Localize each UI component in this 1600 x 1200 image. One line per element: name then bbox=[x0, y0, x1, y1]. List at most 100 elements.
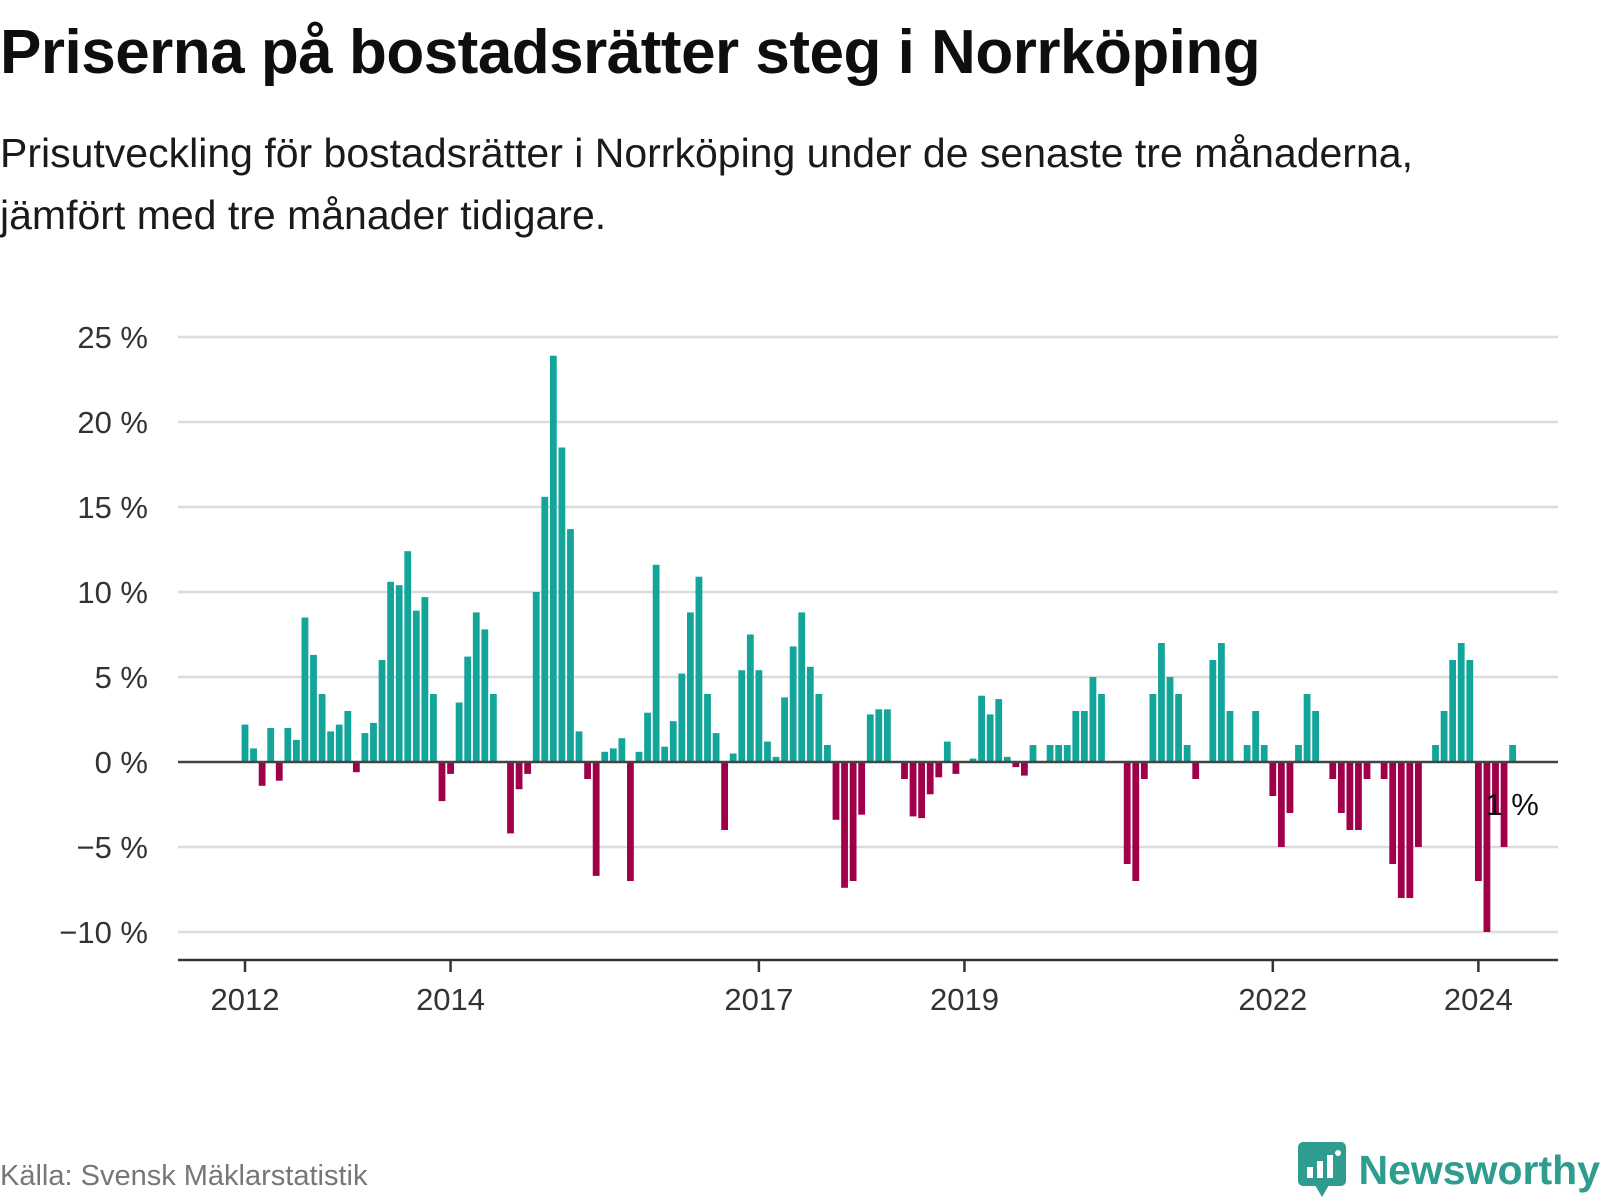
bar bbox=[926, 762, 934, 795]
bar bbox=[969, 758, 977, 762]
bar bbox=[284, 728, 292, 762]
bar bbox=[464, 656, 472, 762]
x-tick-label: 2019 bbox=[930, 982, 999, 1017]
bar bbox=[1055, 745, 1063, 762]
bar bbox=[1474, 762, 1482, 881]
bar bbox=[746, 634, 754, 762]
bar bbox=[1355, 762, 1362, 830]
bar bbox=[1277, 762, 1285, 847]
bar bbox=[1046, 745, 1054, 762]
y-tick-label: 10 % bbox=[77, 575, 148, 610]
bar bbox=[1286, 762, 1294, 813]
bar bbox=[412, 610, 420, 762]
bar bbox=[1072, 711, 1080, 762]
bar bbox=[507, 762, 514, 834]
bar bbox=[318, 694, 326, 762]
bar bbox=[1098, 694, 1105, 762]
last-value-annotation: 1 % bbox=[1485, 787, 1538, 822]
bar bbox=[1218, 643, 1225, 762]
x-tick-label: 2014 bbox=[416, 982, 485, 1017]
x-tick-label: 2012 bbox=[211, 982, 280, 1017]
bar bbox=[430, 694, 437, 762]
chart-title: Priserna på bostadsrätter steg i Norrköp… bbox=[0, 18, 1261, 87]
bar bbox=[1483, 762, 1491, 932]
bar bbox=[1063, 745, 1071, 762]
bar bbox=[644, 712, 651, 762]
bar bbox=[1132, 762, 1140, 881]
bar bbox=[292, 739, 300, 762]
bar bbox=[943, 741, 951, 762]
bar bbox=[1209, 660, 1217, 762]
gridlines bbox=[178, 335, 1558, 934]
bar bbox=[267, 728, 275, 762]
bar bbox=[1021, 762, 1028, 776]
bar bbox=[627, 762, 634, 881]
bar bbox=[935, 762, 943, 778]
bar bbox=[1492, 762, 1499, 813]
bar bbox=[1380, 762, 1388, 779]
brand-logo[interactable]: Newsworthy bbox=[1297, 1140, 1600, 1200]
bar bbox=[1432, 745, 1439, 762]
bar bbox=[866, 714, 874, 762]
bar bbox=[678, 673, 686, 762]
y-tick-label: 15 % bbox=[77, 490, 148, 525]
bar bbox=[532, 592, 540, 762]
bar bbox=[849, 762, 857, 881]
newsworthy-logo-icon bbox=[1297, 1142, 1346, 1197]
bar bbox=[952, 762, 960, 774]
bar bbox=[806, 666, 814, 762]
y-axis-ticks: 25 % 20 % 15 % 10 % 5 % 0 % −5 % −10 % bbox=[59, 320, 148, 950]
bar bbox=[1252, 711, 1260, 762]
bar bbox=[883, 709, 891, 762]
bar bbox=[1440, 711, 1448, 762]
bar bbox=[635, 751, 643, 762]
bar bbox=[395, 585, 403, 762]
x-tick-label: 2024 bbox=[1444, 982, 1513, 1017]
bar bbox=[455, 702, 463, 762]
bar bbox=[584, 762, 591, 779]
bar bbox=[575, 731, 583, 762]
bar bbox=[704, 694, 711, 762]
bar bbox=[524, 762, 532, 774]
bar bbox=[875, 709, 883, 762]
y-tick-label: 5 % bbox=[95, 660, 148, 695]
bar bbox=[1269, 762, 1277, 796]
bar bbox=[824, 745, 831, 762]
bar bbox=[1243, 745, 1251, 762]
bar bbox=[841, 762, 848, 888]
bar bbox=[601, 751, 609, 762]
bar bbox=[738, 670, 746, 762]
x-tick-label: 2017 bbox=[724, 982, 793, 1017]
bar bbox=[721, 762, 729, 830]
bar bbox=[1406, 762, 1414, 898]
bar bbox=[335, 724, 343, 762]
bar bbox=[695, 576, 703, 762]
y-tick-label: 0 % bbox=[95, 745, 148, 780]
bar bbox=[378, 660, 386, 762]
bar bbox=[978, 695, 985, 762]
bar bbox=[1363, 762, 1371, 779]
bar bbox=[515, 762, 523, 790]
y-tick-label: 25 % bbox=[77, 320, 148, 355]
bar bbox=[815, 694, 823, 762]
bar bbox=[567, 529, 574, 762]
bar bbox=[387, 581, 395, 762]
bar bbox=[1303, 694, 1311, 762]
bar bbox=[618, 738, 626, 762]
bar bbox=[1149, 694, 1157, 762]
bar bbox=[1158, 643, 1165, 762]
bar bbox=[438, 762, 446, 802]
bar bbox=[712, 733, 720, 762]
bar bbox=[275, 762, 283, 781]
brand-name: Newsworthy bbox=[1358, 1146, 1600, 1193]
bar bbox=[1312, 711, 1320, 762]
bar bbox=[344, 711, 352, 762]
bar bbox=[472, 612, 480, 762]
chart-subtitle: Prisutveckling för bostadsrätter i Norrk… bbox=[0, 130, 1413, 238]
source-note: Källa: Svensk Mäklarstatistik bbox=[0, 1160, 368, 1192]
bar bbox=[1226, 711, 1234, 762]
bar bbox=[1260, 745, 1268, 762]
bar bbox=[352, 762, 360, 773]
bar bbox=[609, 748, 617, 762]
bar bbox=[361, 733, 369, 762]
